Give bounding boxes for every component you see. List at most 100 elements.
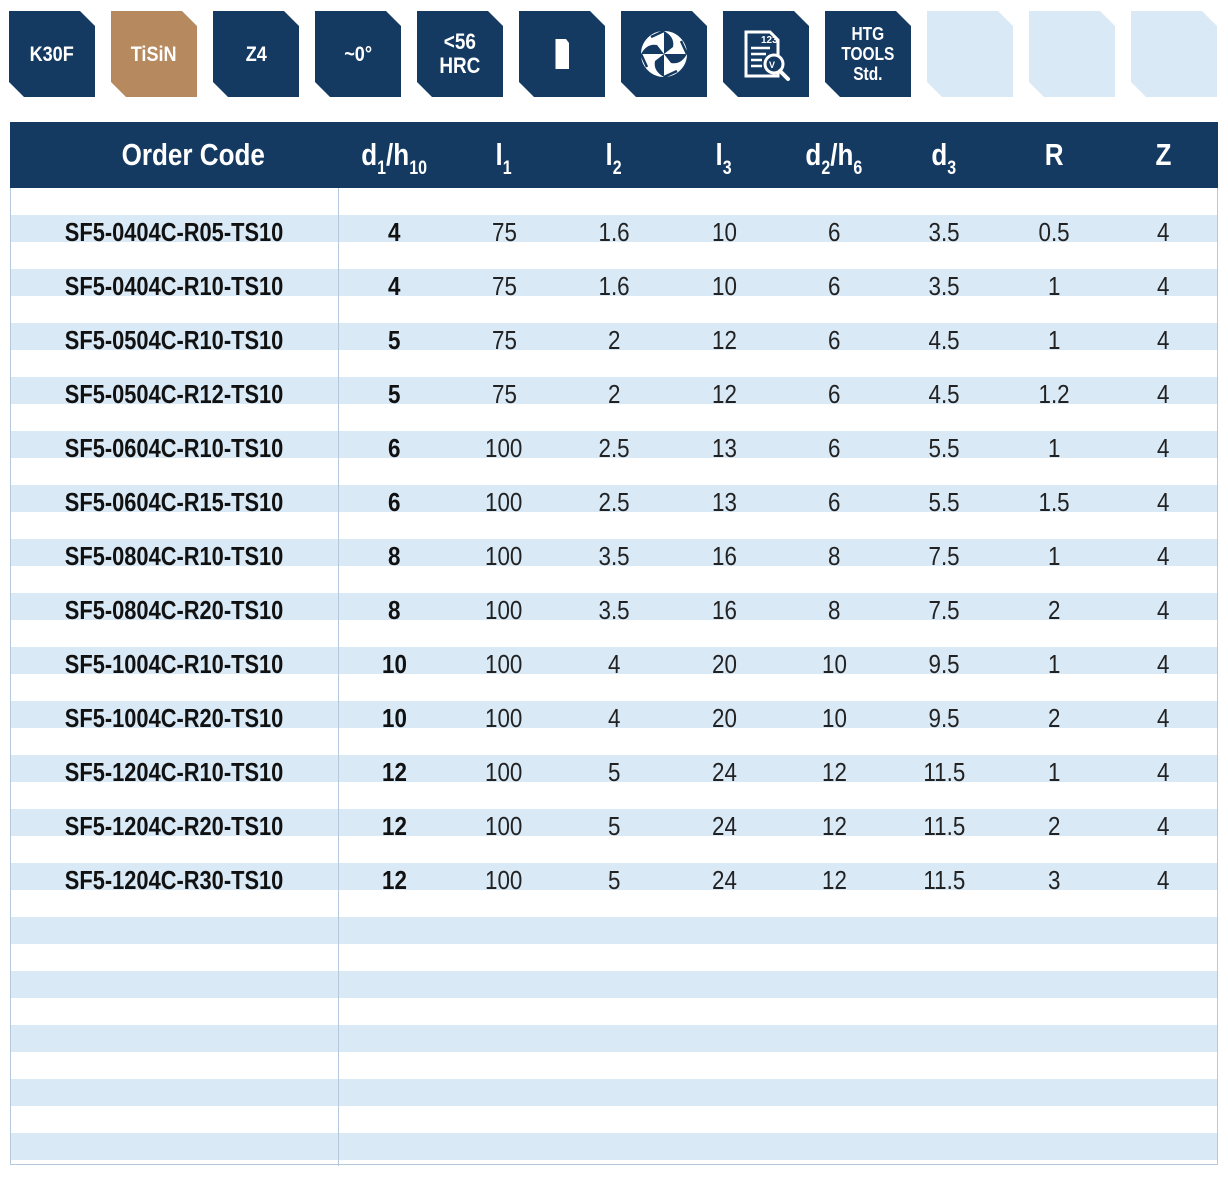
property-badge-strip: K30F TiSiN Z4 ~0° <56 HRC bbox=[0, 0, 1228, 100]
cell-value: 6 bbox=[827, 432, 841, 463]
cell-l3: 12 bbox=[669, 313, 779, 367]
row-stripe bbox=[10, 755, 1218, 782]
cell-r: 1 bbox=[999, 637, 1109, 691]
table-row: SF5-0404C-R10-TS10 4 75 1.6 10 6 3.5 1 4 bbox=[10, 259, 1218, 313]
row-stripe bbox=[10, 1025, 1218, 1052]
coating-label: TiSiN bbox=[131, 42, 177, 66]
cell-z: 4 bbox=[1108, 259, 1218, 313]
header-l1-base: l bbox=[495, 137, 504, 172]
row-stripe bbox=[10, 782, 1218, 809]
cell-d1: 10 bbox=[339, 637, 449, 691]
cell-value: SF5-0504C-R10-TS10 bbox=[65, 324, 284, 355]
cell-value: 12 bbox=[711, 378, 737, 409]
cell-code: SF5-1004C-R10-TS10 bbox=[10, 637, 339, 691]
cell-z: 4 bbox=[1108, 205, 1218, 259]
row-stripe bbox=[10, 215, 1218, 242]
empty-badge bbox=[1131, 11, 1217, 97]
hardness-line2: HRC bbox=[439, 53, 481, 78]
row-stripe bbox=[10, 971, 1218, 998]
cell-d1: 6 bbox=[339, 475, 449, 529]
cell-value: 13 bbox=[711, 432, 737, 463]
flute-profile-badge bbox=[621, 11, 707, 97]
cell-value: 12 bbox=[381, 756, 407, 787]
header-r: R bbox=[999, 122, 1109, 188]
cell-value: 5 bbox=[387, 378, 401, 409]
cell-value: 7.5 bbox=[928, 540, 960, 571]
cell-value: 2 bbox=[607, 378, 621, 409]
cell-d2: 12 bbox=[779, 853, 889, 907]
row-stripe bbox=[10, 1079, 1218, 1106]
table-row: SF5-0604C-R10-TS10 6 100 2.5 13 6 5.5 1 4 bbox=[10, 421, 1218, 475]
table-row: SF5-1204C-R20-TS10 12 100 5 24 12 11.5 2 4 bbox=[10, 799, 1218, 853]
cell-r: 0.5 bbox=[999, 205, 1109, 259]
table-row: SF5-0604C-R15-TS10 6 100 2.5 13 6 5.5 1.5 4 bbox=[10, 475, 1218, 529]
cell-z: 4 bbox=[1108, 853, 1218, 907]
standard-line2: TOOLS bbox=[841, 44, 895, 64]
cell-value: 5 bbox=[387, 324, 401, 355]
cell-value: 4 bbox=[1156, 864, 1170, 895]
cell-d3: 11.5 bbox=[889, 853, 999, 907]
cell-value: 1 bbox=[1047, 432, 1061, 463]
cell-value: 1.6 bbox=[598, 216, 630, 247]
cell-value: 4 bbox=[1156, 810, 1170, 841]
cell-d1: 8 bbox=[339, 529, 449, 583]
cell-z: 4 bbox=[1108, 745, 1218, 799]
cell-d3: 4.5 bbox=[889, 313, 999, 367]
cell-value: 4 bbox=[1156, 702, 1170, 733]
cell-d1: 12 bbox=[339, 853, 449, 907]
header-l2-base: l bbox=[605, 137, 614, 172]
cell-l1: 100 bbox=[449, 799, 559, 853]
cell-l3: 16 bbox=[669, 529, 779, 583]
cell-z: 4 bbox=[1108, 583, 1218, 637]
header-h10-base: h bbox=[393, 137, 410, 172]
cell-value: 4 bbox=[1156, 756, 1170, 787]
cell-value: 11.5 bbox=[923, 756, 965, 787]
cutting-data-badge: 123 V bbox=[723, 11, 809, 97]
cell-value: 100 bbox=[485, 702, 523, 733]
cell-l1: 100 bbox=[449, 529, 559, 583]
cell-r: 1 bbox=[999, 313, 1109, 367]
standard-line3: Std. bbox=[853, 64, 883, 84]
table-row: SF5-0404C-R05-TS10 4 75 1.6 10 6 3.5 0.5 4 bbox=[10, 205, 1218, 259]
cell-value: 100 bbox=[485, 432, 523, 463]
cell-value: 12 bbox=[381, 864, 407, 895]
cell-l1: 75 bbox=[449, 367, 559, 421]
cell-value: 4 bbox=[1156, 594, 1170, 625]
table-header: Order Code d1/h10 l1 l2 l3 d2/h6 d3 R Z bbox=[10, 122, 1218, 188]
cell-value: 1 bbox=[1047, 756, 1061, 787]
cell-d3: 11.5 bbox=[889, 799, 999, 853]
cell-d3: 9.5 bbox=[889, 637, 999, 691]
cell-l3: 13 bbox=[669, 421, 779, 475]
cell-value: 10 bbox=[711, 216, 737, 247]
cell-z: 4 bbox=[1108, 367, 1218, 421]
cell-value: 11.5 bbox=[923, 810, 965, 841]
cell-r: 2 bbox=[999, 799, 1109, 853]
cell-value: 4 bbox=[387, 216, 401, 247]
row-stripe bbox=[10, 1106, 1218, 1133]
table-row: SF5-0804C-R10-TS10 8 100 3.5 16 8 7.5 1 4 bbox=[10, 529, 1218, 583]
cell-value: SF5-0504C-R12-TS10 bbox=[65, 378, 284, 409]
cell-l1: 100 bbox=[449, 853, 559, 907]
cell-value: 4 bbox=[1156, 540, 1170, 571]
row-stripe bbox=[10, 539, 1218, 566]
cell-l2: 2 bbox=[559, 367, 669, 421]
cell-d2: 8 bbox=[779, 529, 889, 583]
cell-code: SF5-0804C-R20-TS10 bbox=[10, 583, 339, 637]
row-stripe bbox=[10, 1133, 1218, 1160]
standard-line1: HTG bbox=[851, 24, 885, 44]
row-stripe bbox=[10, 998, 1218, 1025]
cell-l2: 2.5 bbox=[559, 475, 669, 529]
header-d1-base: d bbox=[361, 137, 378, 172]
cell-value: 4 bbox=[1156, 216, 1170, 247]
cell-d2: 10 bbox=[779, 691, 889, 745]
cell-value: 2 bbox=[1047, 810, 1061, 841]
header-h6-sub: 6 bbox=[853, 158, 863, 179]
row-stripe bbox=[10, 701, 1218, 728]
cell-z: 4 bbox=[1108, 529, 1218, 583]
cell-d1: 4 bbox=[339, 259, 449, 313]
grade-badge: K30F bbox=[9, 11, 95, 97]
cell-l1: 100 bbox=[449, 583, 559, 637]
cell-value: 9.5 bbox=[928, 702, 960, 733]
cell-value: 2 bbox=[607, 324, 621, 355]
row-stripe bbox=[10, 431, 1218, 458]
